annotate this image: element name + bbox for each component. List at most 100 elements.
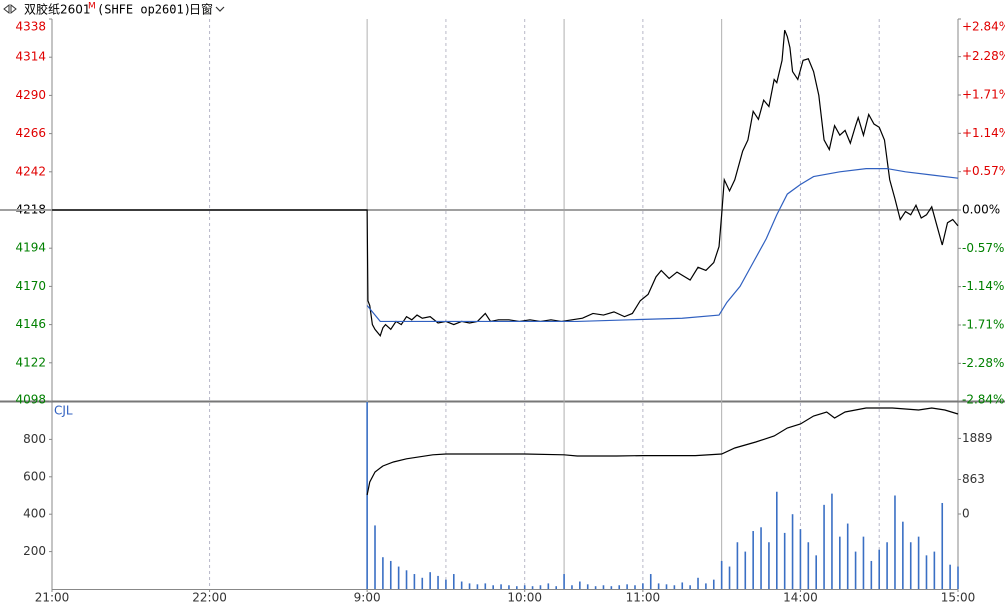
y-tick-label: 4314 (15, 50, 46, 64)
volume-bar (902, 521, 904, 589)
volume-bar (925, 555, 928, 589)
y2-tick-label: -0.57% (962, 241, 1004, 255)
volume-bar (697, 577, 699, 589)
volume-bar (712, 579, 715, 589)
volume-bar (894, 495, 896, 589)
volume-bar (610, 586, 613, 589)
y2-tick-label: 0 (962, 507, 970, 521)
volume-bar (563, 574, 565, 589)
y-tick-label: 4338 (15, 20, 46, 34)
window-button[interactable]: 日窗 (189, 3, 213, 17)
volume-bar (413, 574, 416, 589)
volume-bar (452, 574, 455, 589)
y2-tick-label: +1.14% (962, 126, 1005, 140)
volume-bar (429, 572, 431, 589)
y-tick-label: 600 (23, 469, 46, 483)
window-chevron[interactable] (215, 6, 225, 12)
volume-bar (665, 584, 668, 589)
volume-bar (421, 577, 424, 589)
volume-bar (531, 586, 534, 589)
volume-bar (476, 584, 479, 589)
y2-tick-label: +1.71% (962, 87, 1005, 101)
volume-bar (516, 586, 518, 589)
y2-tick-label: 0.00% (962, 203, 1000, 217)
volume-bar (547, 583, 550, 589)
y-tick-label: 4194 (15, 241, 46, 255)
volume-bar (878, 549, 881, 589)
volume-bar (705, 583, 707, 589)
instrument-name: 双胶纸2601 (24, 2, 91, 17)
volume-bar (500, 584, 502, 589)
x-tick-label: 22:00 (192, 591, 227, 605)
price-line (366, 168, 959, 323)
y-tick-label: 4266 (15, 126, 46, 140)
volume-bar (917, 536, 920, 589)
x-tick-label: 10:00 (507, 591, 542, 605)
volume-bar (382, 557, 384, 589)
y-tick-label: 400 (23, 507, 46, 521)
volume-bar (594, 586, 597, 589)
volume-bar (649, 574, 652, 589)
y-tick-label: 4290 (15, 88, 46, 102)
y-tick-label: 4146 (15, 317, 46, 331)
y2-tick-label: +0.57% (962, 164, 1005, 178)
y2-tick-label: 1889 (962, 431, 993, 445)
volume-bar (831, 493, 833, 589)
panel-label: CJL (54, 404, 73, 418)
volume-bar (768, 542, 770, 589)
volume-bar (508, 585, 510, 589)
volume-bar (437, 575, 439, 589)
volume-bar (681, 582, 684, 589)
volume-bar (689, 585, 691, 589)
volume-bar (933, 551, 936, 589)
volume-bar (791, 514, 794, 589)
x-tick-label: 21:00 (35, 591, 70, 605)
volume-bar (886, 542, 888, 589)
volume-bar (366, 402, 368, 589)
y-tick-label: 200 (23, 544, 46, 558)
volume-bar (752, 531, 754, 589)
volume-bar (909, 542, 912, 589)
volume-bar (445, 579, 447, 589)
volume-bar (397, 566, 400, 589)
volume-bar (941, 502, 944, 589)
volume-bar (870, 560, 873, 589)
header: 双胶纸2601 M (SHFE op2601) 日窗 (3, 2, 225, 17)
volume-bar (555, 586, 558, 589)
x-tick-label: 14:00 (783, 591, 818, 605)
volume-bar (374, 525, 376, 589)
y-tick-label: 4242 (15, 164, 46, 178)
volume-bar (744, 551, 747, 589)
y-tick-label: 4122 (15, 355, 46, 369)
volume-bar (634, 585, 636, 589)
y2-tick-label: -1.14% (962, 279, 1004, 293)
volume-bar (823, 504, 825, 589)
volume-bar (579, 581, 581, 589)
volume-bar (405, 570, 408, 589)
y-tick-label: 800 (23, 432, 46, 446)
volume-bar (776, 491, 778, 589)
volume-bar (642, 583, 644, 589)
volume-bar (571, 585, 573, 589)
y2-tick-label: -2.84% (962, 393, 1004, 407)
price-line (52, 29, 959, 337)
volume-bar (626, 584, 628, 589)
volume-bar (468, 583, 471, 589)
volume-bar (760, 527, 762, 589)
toggle-icon[interactable] (3, 3, 17, 15)
y2-tick-label: 863 (962, 472, 985, 486)
volume-bar (949, 564, 951, 589)
volume-bar (657, 583, 660, 589)
instrument-marker: M (88, 2, 96, 12)
volume-bar (957, 566, 959, 589)
volume-bar (839, 536, 841, 589)
volume-bar (460, 581, 463, 589)
volume-bar (736, 542, 739, 589)
volume-bar (846, 523, 849, 589)
x-tick-label: 11:00 (626, 591, 661, 605)
y2-tick-label: +2.84% (962, 20, 1005, 34)
volume-bar (799, 529, 802, 589)
volume-bar (673, 585, 676, 589)
y2-tick-label: -2.28% (962, 356, 1004, 370)
